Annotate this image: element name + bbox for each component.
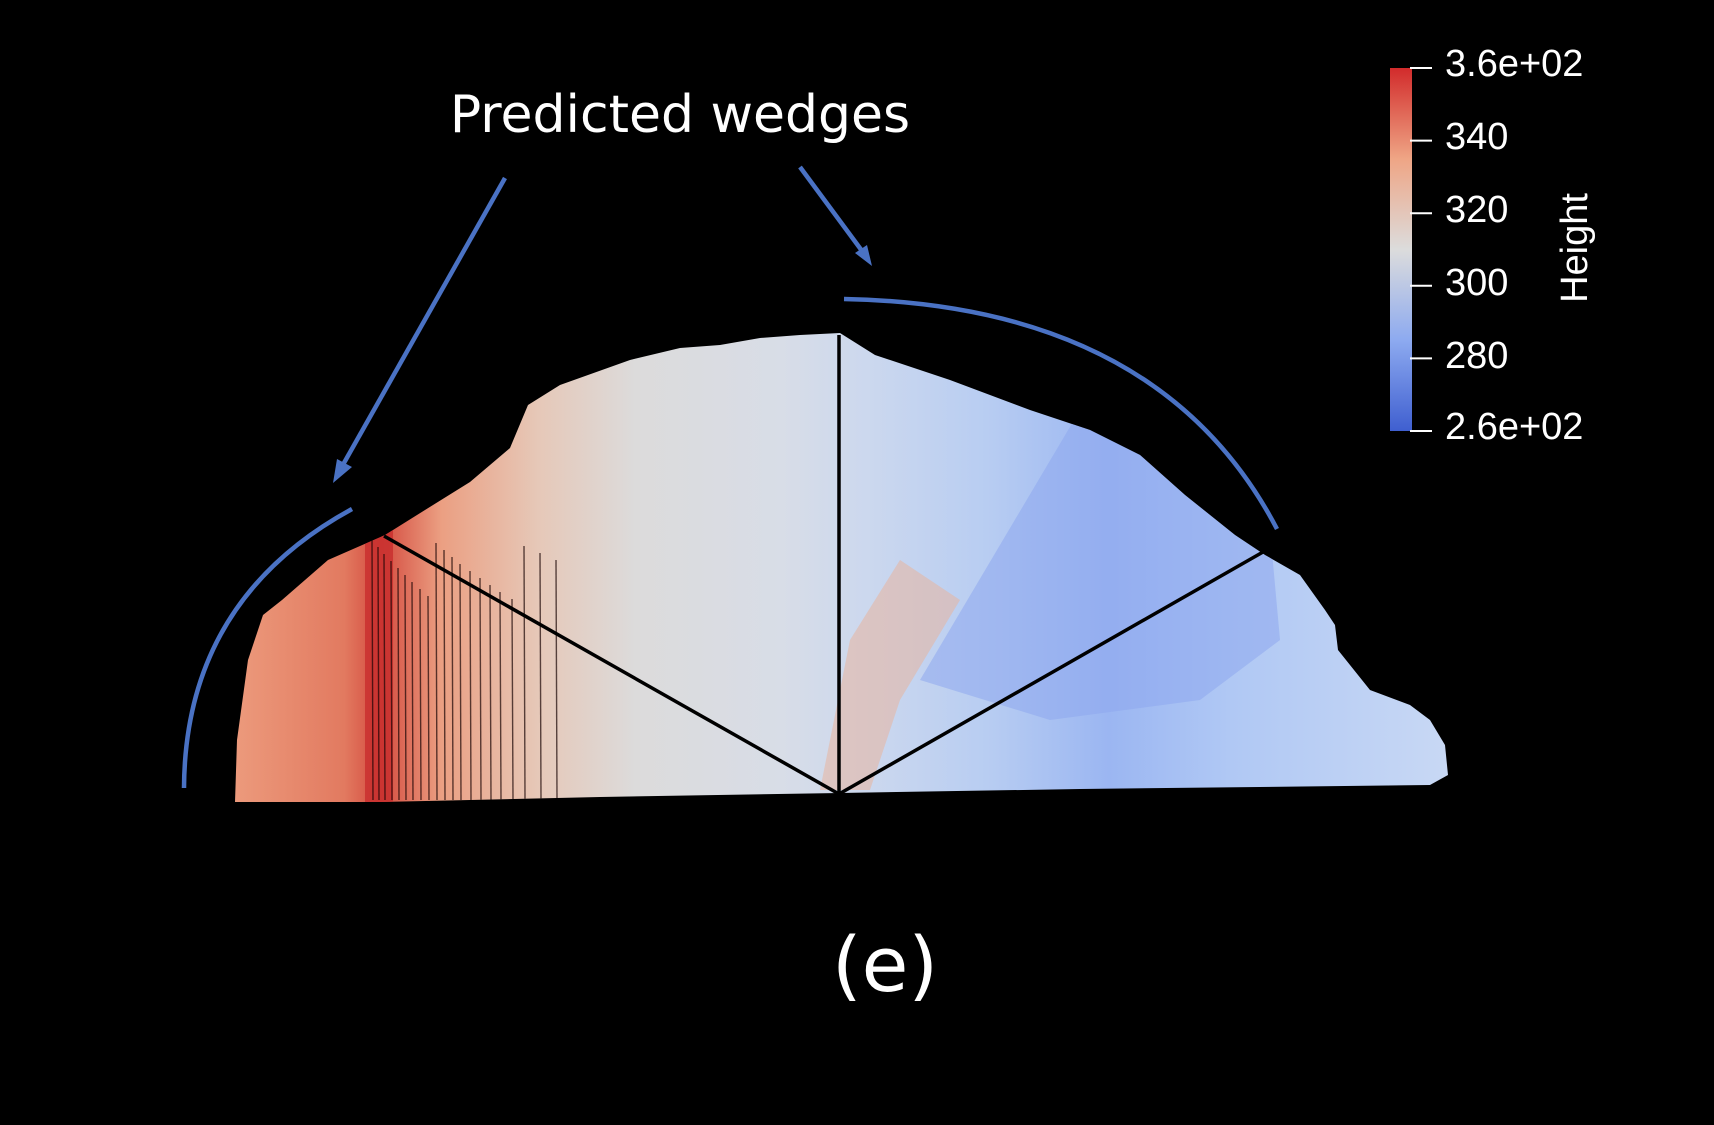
- striation-mark: [443, 549, 446, 801]
- left-wedge-arc: [181, 507, 354, 789]
- colorbar-ticks: [1410, 67, 1432, 432]
- striation-mark: [427, 595, 430, 801]
- striation-mark: [419, 588, 422, 801]
- surface-striations: [371, 539, 558, 801]
- striation-mark: [371, 539, 374, 801]
- wedge-boundaries: [383, 335, 1264, 796]
- striation-mark: [511, 598, 514, 801]
- striation-mark: [499, 591, 502, 801]
- right-arrow-shaft: [798, 165, 867, 257]
- colorbar-title: Height: [1554, 193, 1596, 303]
- colorbar-tick-label-3: 300: [1445, 262, 1509, 304]
- colorbar-tick-label-5: 2.6e+02: [1445, 406, 1584, 448]
- striation-mark: [377, 546, 380, 801]
- striation-mark: [411, 581, 414, 801]
- striation-mark: [539, 552, 542, 801]
- right-wedge-arc: [843, 296, 1279, 531]
- height-surface: [235, 333, 1448, 802]
- striation-mark: [459, 563, 462, 801]
- striation-mark: [523, 545, 526, 801]
- striation-mark: [383, 553, 386, 801]
- wedge-line-left: [383, 534, 840, 796]
- striation-mark: [489, 584, 492, 801]
- striation-mark: [404, 574, 407, 801]
- colorbar-tick-label-2: 320: [1445, 189, 1509, 231]
- striation-mark: [555, 559, 558, 801]
- colorbar-gradient: [1390, 68, 1412, 431]
- striation-mark: [479, 577, 482, 801]
- striation-mark: [451, 556, 454, 801]
- colorbar-tick-label-0: 3.6e+02: [1445, 43, 1584, 85]
- striation-mark: [435, 542, 438, 801]
- surface-warm-plume: [820, 560, 960, 790]
- annotation-arrowheads: [333, 245, 872, 483]
- striation-mark: [469, 570, 472, 801]
- colorbar: [1390, 67, 1432, 432]
- striation-mark: [397, 567, 400, 801]
- right-arrowhead: [855, 245, 872, 266]
- wedge-line-right: [838, 550, 1264, 796]
- colorbar-tick-label-1: 340: [1445, 116, 1509, 158]
- panel-label: (e): [831, 920, 939, 1009]
- predicted-wedges-label: Predicted wedges: [449, 85, 911, 145]
- annotation-marks: [181, 165, 1279, 789]
- colorbar-tick-label-4: 280: [1445, 335, 1509, 377]
- left-arrowhead: [333, 459, 352, 483]
- striation-mark: [390, 560, 393, 801]
- left-arrow-shaft: [338, 176, 507, 472]
